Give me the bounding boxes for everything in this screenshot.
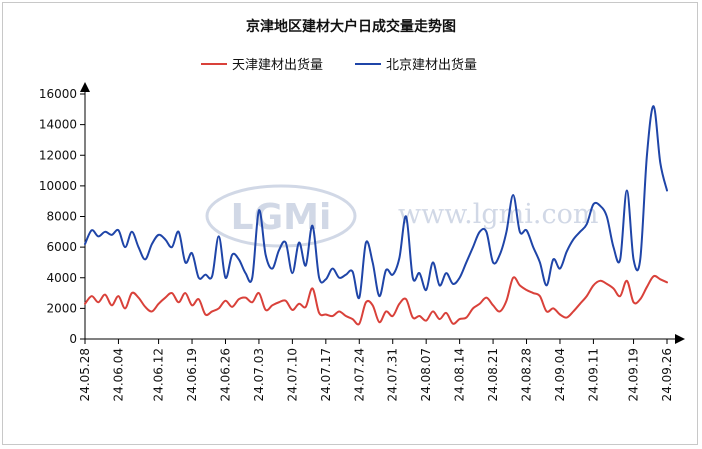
series-lines <box>84 105 668 326</box>
x-tick-label: 24.06.12 <box>152 348 166 401</box>
series-line-tianjin <box>84 274 668 326</box>
y-axis-arrow <box>80 82 90 92</box>
legend-item-tianjin: 天津建材出货量 <box>201 57 323 73</box>
y-tick-label: 0 <box>69 332 77 346</box>
x-tick-label: 24.07.10 <box>285 348 299 401</box>
x-tick-label: 24.07.31 <box>386 348 400 401</box>
legend-label-beijing: 北京建材出货量 <box>386 57 477 73</box>
x-axis-arrow <box>675 334 685 344</box>
series-line-beijing <box>84 105 668 300</box>
x-tick-label: 24.06.19 <box>185 348 199 401</box>
x-tick-label: 24.07.03 <box>252 348 266 401</box>
chart-frame: 京津地区建材大户日成交量走势图 天津建材出货量 北京建材出货量 LGMi www… <box>2 2 698 445</box>
y-tick-label: 14000 <box>39 118 77 132</box>
y-tick-label: 16000 <box>39 87 77 101</box>
x-tick-label: 24.07.24 <box>352 348 366 401</box>
y-tick-label: 6000 <box>46 240 77 254</box>
x-tick-label: 24.08.28 <box>520 348 534 401</box>
x-tick-label: 24.05.28 <box>78 348 92 401</box>
x-axis: 24.05.28 24.06.04 24.06.12 24.06.19 24.06.26… <box>78 334 685 401</box>
y-tick-label: 2000 <box>46 301 77 315</box>
x-tick-label: 24.07.17 <box>319 348 333 401</box>
legend: 天津建材出货量 北京建材出货量 <box>201 57 477 73</box>
x-tick-label: 24.09.19 <box>627 348 641 401</box>
legend-item-beijing: 北京建材出货量 <box>355 57 477 73</box>
watermark-logo-text: LGMi <box>231 197 332 238</box>
x-tick-label: 24.08.21 <box>486 348 500 401</box>
x-tick-label: 24.06.26 <box>218 348 232 401</box>
y-axis: 0 2000 4000 6000 8000 10000 12000 14000 16000 <box>39 82 90 346</box>
legend-label-tianjin: 天津建材出货量 <box>232 57 323 73</box>
x-tick-label: 24.09.11 <box>586 348 600 401</box>
x-tick-label: 24.08.07 <box>419 348 433 401</box>
x-tick-label: 24.08.14 <box>453 348 467 401</box>
chart-title: 京津地区建材大户日成交量走势图 <box>246 18 456 35</box>
y-tick-label: 10000 <box>39 179 77 193</box>
x-tick-label: 24.06.04 <box>111 348 125 401</box>
y-tick-label: 4000 <box>46 271 77 285</box>
watermark-url: www.lgmi.com <box>398 199 598 230</box>
line-chart: 京津地区建材大户日成交量走势图 天津建材出货量 北京建材出货量 LGMi www… <box>39 18 685 401</box>
y-tick-label: 12000 <box>39 148 77 162</box>
x-tick-label: 24.09.04 <box>553 348 567 401</box>
y-tick-label: 8000 <box>46 210 77 224</box>
x-tick-label: 24.09.26 <box>660 348 674 401</box>
